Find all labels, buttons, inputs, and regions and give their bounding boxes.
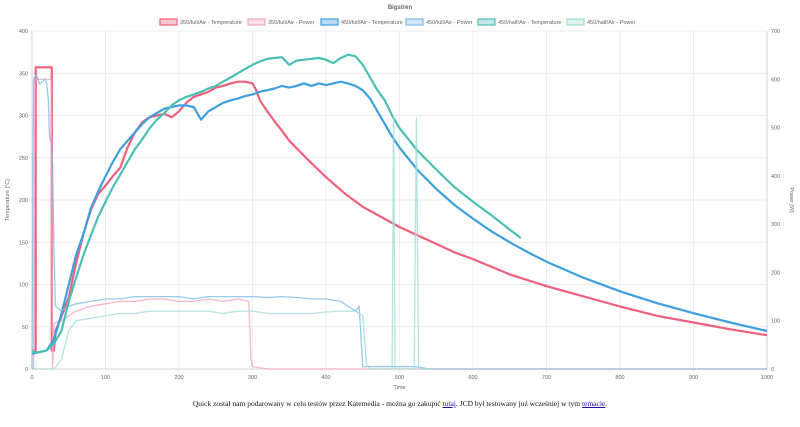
legend-swatch <box>477 18 496 26</box>
y2-tick-label: 600 <box>771 77 780 83</box>
y2-tick-label: 700 <box>771 29 780 35</box>
series-line <box>32 117 429 370</box>
caption-text-2: . JCD był testowany już wcześniej w tym <box>455 399 582 408</box>
x-tick-label: 500 <box>395 375 404 381</box>
y2-tick-label: 100 <box>771 319 780 325</box>
caption: Quick został nam podarowany w celu testó… <box>0 399 800 408</box>
x-tick-label: 900 <box>689 375 698 381</box>
legend-label: 450/full/Air - Temperature <box>341 20 403 26</box>
chart-title: Bigstren <box>388 5 413 11</box>
legend-label: 350/full/Air - Temperature <box>180 20 242 26</box>
x-tick-label: 1000 <box>761 375 773 381</box>
legend-swatch <box>159 18 178 26</box>
x-tick-label: 300 <box>248 375 257 381</box>
legend-swatch <box>320 18 339 26</box>
y2-tick-label: 0 <box>771 367 774 373</box>
y2-tick-label: 400 <box>771 174 780 180</box>
y2-tick-label: 200 <box>771 270 780 276</box>
legend-label: 350/full/Air - Power <box>268 20 315 26</box>
y-tick-label: 250 <box>19 156 28 162</box>
caption-link-temacie[interactable]: temacie <box>581 399 606 408</box>
x-axis-title: Time <box>393 385 405 391</box>
caption-text-1: Quick został nam podarowany w celu testó… <box>192 399 443 408</box>
x-tick-label: 0 <box>30 375 33 381</box>
legend-label: 450/half/Air - Temperature <box>498 20 562 26</box>
y-tick-label: 100 <box>19 283 28 289</box>
y-tick-label: 400 <box>19 29 28 35</box>
y-tick-label: 0 <box>25 367 28 373</box>
y-tick-label: 200 <box>19 198 28 204</box>
x-tick-label: 700 <box>542 375 551 381</box>
y-tick-label: 300 <box>19 114 28 120</box>
x-tick-label: 100 <box>101 375 110 381</box>
legend-label: 450/full/Air - Power <box>426 20 473 26</box>
series-line <box>32 53 522 354</box>
legend-swatch <box>247 18 266 26</box>
legend-swatch <box>566 18 585 26</box>
y-tick-label: 350 <box>19 71 28 77</box>
y-tick-label: 50 <box>22 325 28 331</box>
y2-tick-label: 300 <box>771 222 780 228</box>
x-tick-label: 800 <box>615 375 624 381</box>
legend-swatch <box>405 18 424 26</box>
x-tick-label: 200 <box>174 375 183 381</box>
legend-label: 450/half/Air - Power <box>587 20 635 26</box>
chart-container: Bigstren 0 100 200 300 400 500 600 700 800 900 1000… <box>5 5 794 391</box>
series-line <box>31 73 767 370</box>
x-tick-label: 400 <box>321 375 330 381</box>
y2-tick-label: 500 <box>771 126 780 132</box>
series-line <box>31 80 768 355</box>
y2-axis-title: Power [W] <box>788 187 794 213</box>
x-tick-label: 600 <box>468 375 477 381</box>
caption-link-tutaj[interactable]: tutaj <box>442 399 456 408</box>
series-line <box>32 66 768 352</box>
y-tick-label: 150 <box>19 240 28 246</box>
caption-text-3: . <box>605 399 608 408</box>
y-axis-title: Temperature [°C] <box>5 179 11 221</box>
